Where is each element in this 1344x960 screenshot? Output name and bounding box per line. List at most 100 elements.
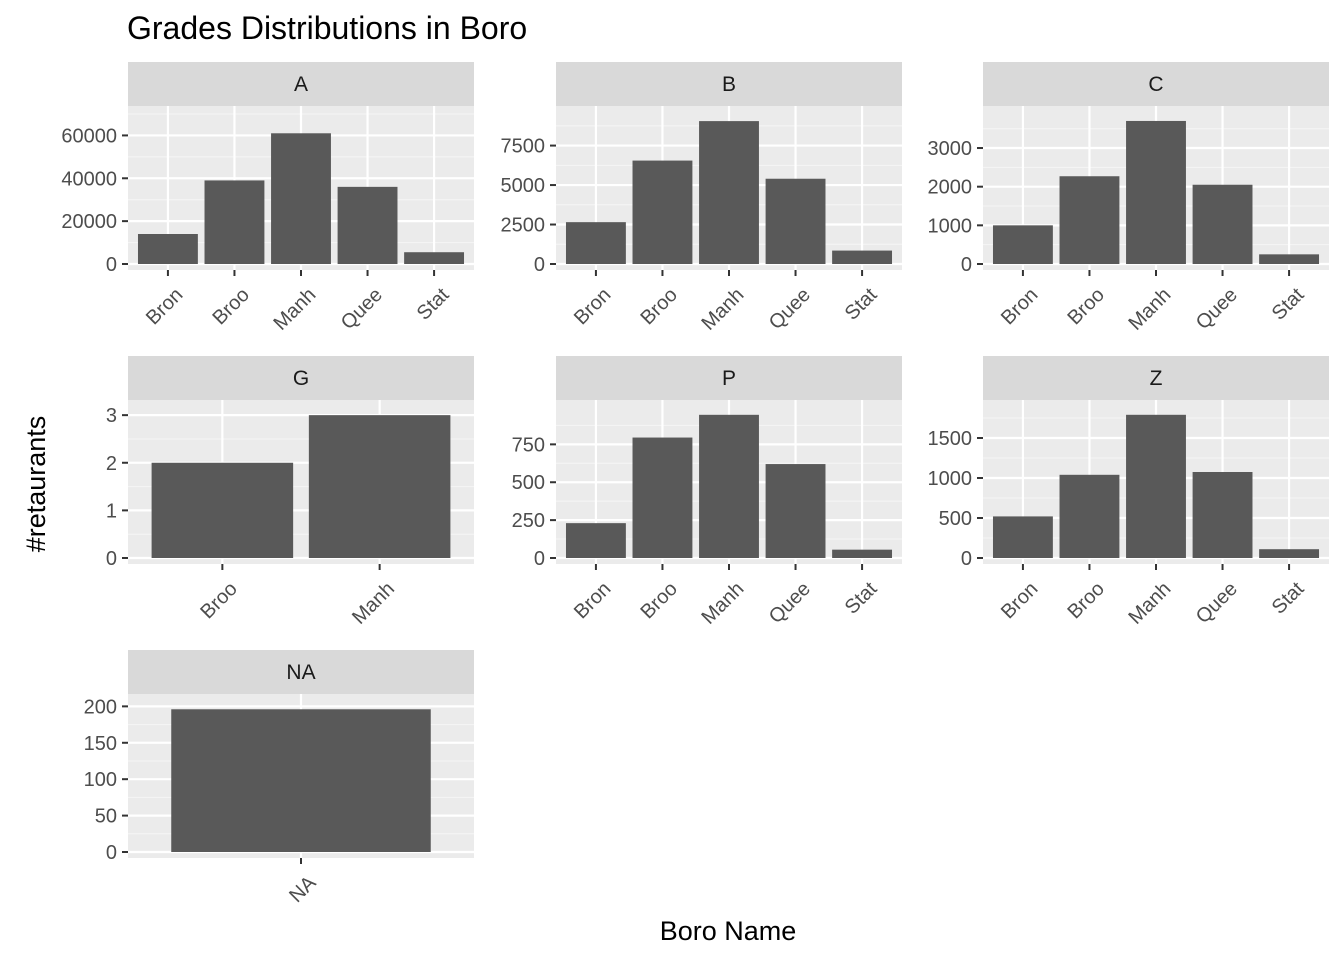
bar-manh (1126, 120, 1186, 264)
x-tick-label: Manh (1125, 284, 1176, 335)
x-tick-label: Broo (636, 578, 681, 623)
x-axis-title: Boro Name (660, 916, 797, 946)
x-tick-label: NA (285, 871, 321, 907)
facet-strip (556, 62, 902, 106)
x-tick-label: Manh (270, 284, 321, 335)
facet-c: C 0 1000 2000 3000 Bron Broo Manh Quee Stat (928, 62, 1329, 335)
bar-bron (992, 225, 1053, 264)
y-tick-label: 0 (961, 254, 972, 276)
y-tick-label: 150 (84, 733, 117, 755)
x-tick-label: Broo (1063, 284, 1108, 329)
y-tick-label: 0 (534, 548, 545, 570)
y-tick-label: 750 (512, 434, 545, 456)
facet-na: NA 0 50 100 150 200 NA (84, 650, 474, 907)
facet-g: G 0 1 2 3 Broo Manh (106, 356, 474, 629)
bar-manh (1126, 414, 1186, 558)
y-tick-label: 3000 (928, 138, 973, 160)
y-tick-label: 1500 (928, 428, 973, 450)
bar-broo (632, 437, 693, 558)
bar-stat (832, 250, 893, 264)
facet-p: P 0 250 500 750 Bron Broo Manh Quee Stat (512, 356, 902, 629)
x-tick-label: Bron (570, 578, 615, 623)
bar-quee (765, 464, 826, 558)
facet-strip (128, 356, 474, 400)
y-tick-label: 50 (95, 806, 117, 828)
facet-strip (983, 62, 1329, 106)
bar-quee (1192, 184, 1253, 264)
y-tick-label: 0 (961, 548, 972, 570)
x-tick-label: Broo (196, 578, 241, 623)
x-tick-label: Manh (698, 578, 749, 629)
y-tick-label: 20000 (61, 211, 117, 233)
bar-broo (1059, 176, 1120, 264)
y-tick-label: 2000 (928, 177, 973, 199)
x-tick-label: Bron (997, 284, 1042, 329)
x-tick-label: Bron (142, 284, 187, 329)
y-tick-label: 0 (106, 254, 117, 276)
y-tick-label: 200 (84, 696, 117, 718)
y-tick-label: 0 (106, 548, 117, 570)
x-tick-label: Quee (337, 284, 387, 334)
y-tick-label: 40000 (61, 168, 117, 190)
bar-quee (1192, 472, 1253, 558)
chart-title: Grades Distributions in Boro (127, 10, 527, 46)
facet-strip-label: P (722, 367, 736, 390)
facet-strip-label: G (293, 367, 309, 390)
bar-broo (1059, 474, 1120, 558)
y-tick-label: 1 (106, 500, 117, 522)
bar-stat (1259, 254, 1320, 264)
facet-strip-label: Z (1150, 367, 1163, 390)
facet-strip (556, 356, 902, 400)
y-tick-label: 7500 (501, 136, 546, 158)
y-tick-label: 0 (106, 842, 117, 864)
facet-strip (128, 62, 474, 106)
bar-manh (699, 414, 759, 558)
y-tick-label: 500 (512, 472, 545, 494)
x-tick-label: Quee (1192, 578, 1242, 628)
y-tick-label: 1000 (928, 468, 973, 490)
x-tick-label: Quee (765, 578, 815, 628)
bar-broo (151, 462, 294, 558)
bar-na (171, 709, 431, 852)
x-tick-label: Stat (1268, 578, 1309, 619)
facet-z: Z 0 500 1000 1500 Bron Broo Manh Quee Stat (928, 356, 1329, 629)
bar-stat (1259, 549, 1320, 558)
y-tick-label: 60000 (61, 125, 117, 147)
bar-quee (765, 178, 826, 264)
x-tick-label: Manh (698, 284, 749, 335)
bar-broo (204, 180, 265, 264)
x-tick-label: Broo (1063, 578, 1108, 623)
y-tick-label: 0 (534, 254, 545, 276)
y-tick-label: 5000 (501, 175, 546, 197)
facet-strip (128, 650, 474, 694)
bar-quee (337, 186, 398, 264)
facet-strip (983, 356, 1329, 400)
y-tick-label: 1000 (928, 215, 973, 237)
bar-manh (308, 415, 451, 558)
bar-manh (699, 121, 759, 265)
bar-stat (404, 252, 465, 264)
facet-b: B 0 2500 5000 7500 Bron Broo Manh Quee Stat (501, 62, 902, 335)
x-tick-label: Quee (765, 284, 815, 334)
y-axis-title: #retaurants (21, 416, 51, 553)
x-tick-label: Bron (997, 578, 1042, 623)
bar-bron (565, 222, 626, 264)
x-tick-label: Manh (1125, 578, 1176, 629)
bar-broo (632, 160, 693, 264)
x-tick-label: Stat (841, 284, 882, 325)
y-tick-label: 2500 (501, 215, 546, 237)
facet-strip-label: NA (286, 661, 315, 684)
x-tick-label: Stat (413, 284, 454, 325)
facet-strip-label: B (722, 73, 736, 96)
bar-manh (271, 133, 331, 264)
y-tick-label: 100 (84, 769, 117, 791)
facet-strip-label: C (1148, 73, 1163, 96)
facet-strip-label: A (294, 73, 308, 96)
bar-bron (137, 234, 198, 264)
x-tick-label: Quee (1192, 284, 1242, 334)
y-tick-label: 3 (106, 405, 117, 427)
bar-bron (565, 523, 626, 558)
y-tick-label: 500 (939, 508, 972, 530)
